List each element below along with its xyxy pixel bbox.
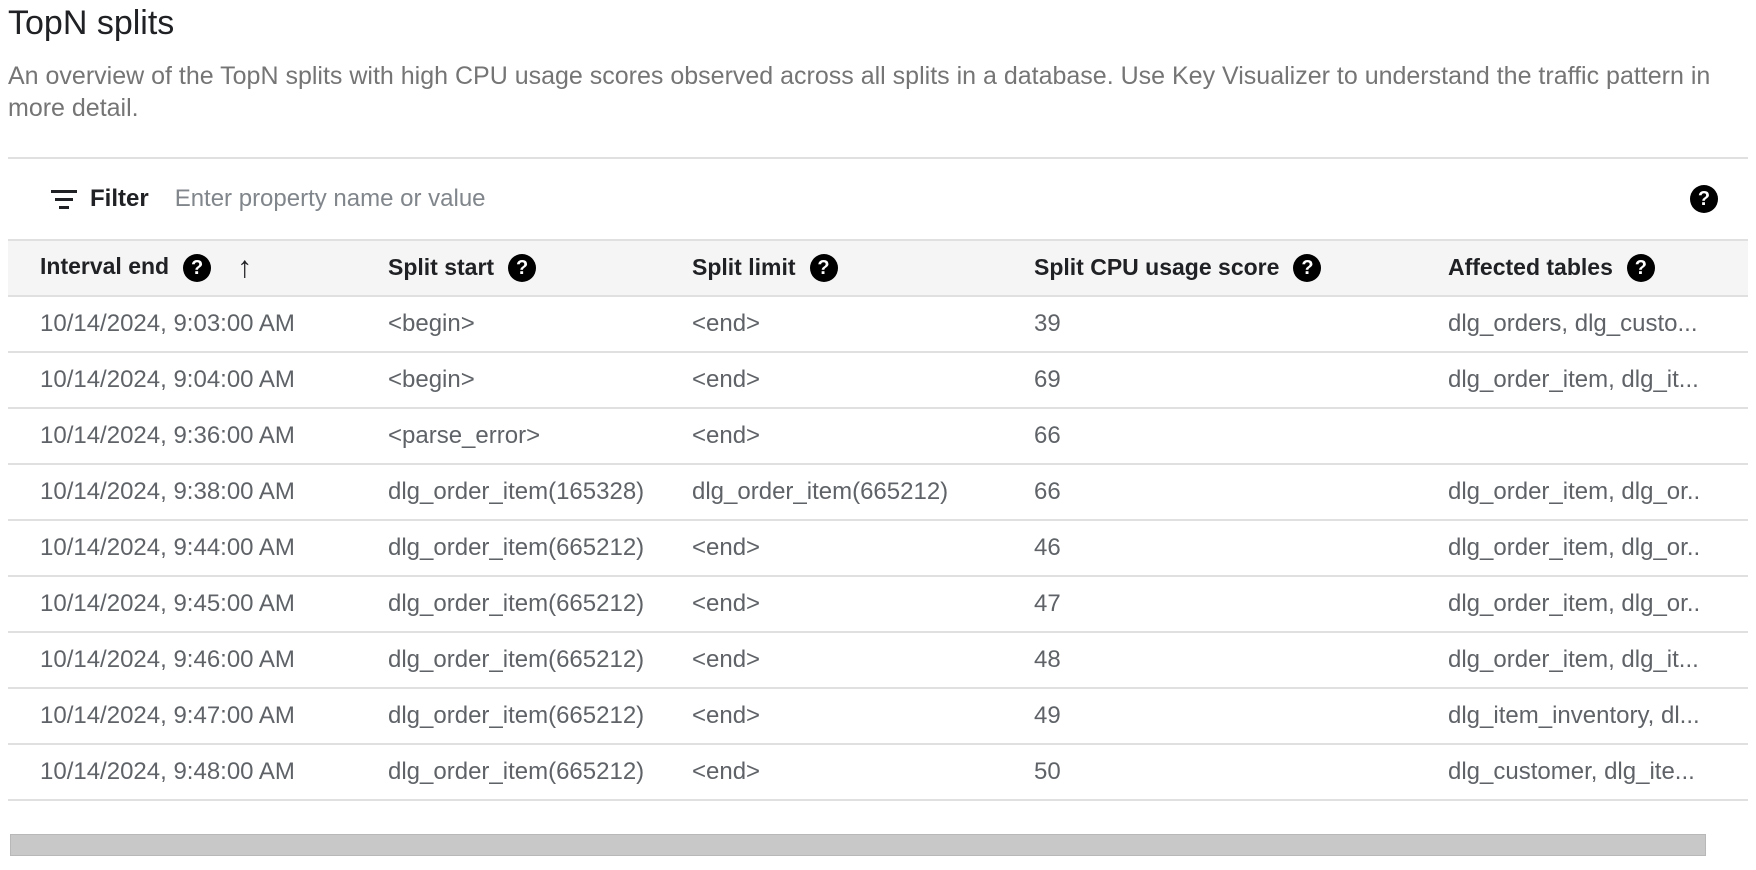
cell-split-start: dlg_order_item(165328) — [388, 478, 645, 505]
cell-split-start: <parse_error> — [388, 422, 541, 449]
cell-affected-tables: dlg_order_item, dlg_it... — [1448, 646, 1699, 673]
cell-cpu-score: 47 — [1034, 590, 1061, 617]
cell-split-start: dlg_order_item(665212) — [388, 758, 645, 785]
page-title: TopN splits — [8, 4, 175, 42]
filter-bar: Filter ? — [8, 159, 1748, 239]
cell-interval-end: 10/14/2024, 9:44:00 AM — [40, 534, 295, 561]
horizontal-scrollbar[interactable] — [10, 834, 1706, 856]
cell-affected-tables: dlg_order_item, dlg_or.. — [1448, 534, 1701, 561]
topn-splits-table: Interval end? ↑ Split start? Split limit?… — [8, 239, 1748, 801]
cell-split-start: dlg_order_item(665212) — [388, 646, 645, 673]
cell-interval-end: 10/14/2024, 9:03:00 AM — [40, 310, 295, 337]
column-header-affected-tables[interactable]: Affected tables? — [1448, 240, 1748, 296]
cell-cpu-score: 69 — [1034, 366, 1061, 393]
table-row[interactable]: 10/14/2024, 9:38:00 AM dlg_order_item(165… — [8, 464, 1748, 520]
cell-split-limit: dlg_order_item(665212) — [692, 478, 949, 505]
filter-input[interactable] — [172, 184, 1077, 214]
cell-cpu-score: 46 — [1034, 534, 1061, 561]
help-icon[interactable]: ? — [809, 254, 838, 283]
arrow-up-sort-icon[interactable]: ↑ — [237, 251, 253, 284]
table-row[interactable]: 10/14/2024, 9:46:00 AM dlg_order_item(665… — [8, 632, 1748, 688]
table-header-row: Interval end? ↑ Split start? Split limit?… — [8, 240, 1748, 296]
column-header-cpu-score[interactable]: Split CPU usage score? — [1034, 240, 1448, 296]
table-row[interactable]: 10/14/2024, 9:48:00 AM dlg_order_item(665… — [8, 744, 1748, 800]
cell-affected-tables: dlg_order_item, dlg_or.. — [1448, 590, 1701, 617]
cell-affected-tables: dlg_order_item, dlg_it... — [1448, 366, 1699, 393]
cell-split-limit: <end> — [692, 310, 761, 337]
cell-cpu-score: 66 — [1034, 422, 1061, 449]
cell-cpu-score: 49 — [1034, 702, 1061, 729]
cell-interval-end: 10/14/2024, 9:04:00 AM — [40, 366, 295, 393]
column-header-split-limit[interactable]: Split limit? — [692, 240, 1034, 296]
column-label: Affected tables — [1448, 253, 1613, 280]
help-icon[interactable]: ? — [1626, 254, 1655, 283]
column-label: Split limit — [692, 253, 796, 280]
cell-split-start: dlg_order_item(665212) — [388, 702, 645, 729]
cell-cpu-score: 39 — [1034, 310, 1061, 337]
cell-interval-end: 10/14/2024, 9:48:00 AM — [40, 758, 295, 785]
cell-affected-tables: dlg_customer, dlg_ite... — [1448, 758, 1695, 785]
cell-cpu-score: 66 — [1034, 478, 1061, 505]
cell-split-start: <begin> — [388, 310, 475, 337]
cell-interval-end: 10/14/2024, 9:45:00 AM — [40, 590, 295, 617]
cell-split-limit: <end> — [692, 534, 761, 561]
cell-cpu-score: 50 — [1034, 758, 1061, 785]
cell-interval-end: 10/14/2024, 9:47:00 AM — [40, 702, 295, 729]
cell-interval-end: 10/14/2024, 9:38:00 AM — [40, 478, 295, 505]
help-icon[interactable]: ? — [508, 254, 537, 283]
cell-split-limit: <end> — [692, 702, 761, 729]
table-row[interactable]: 10/14/2024, 9:44:00 AM dlg_order_item(665… — [8, 520, 1748, 576]
column-header-interval-end[interactable]: Interval end? ↑ — [8, 240, 388, 296]
column-header-split-start[interactable]: Split start? — [388, 240, 692, 296]
help-icon[interactable]: ? — [1293, 254, 1322, 283]
cell-split-limit: <end> — [692, 590, 761, 617]
column-label: Split CPU usage score — [1034, 253, 1280, 280]
cell-interval-end: 10/14/2024, 9:46:00 AM — [40, 646, 295, 673]
cell-cpu-score: 48 — [1034, 646, 1061, 673]
help-icon[interactable]: ? — [183, 254, 212, 282]
cell-affected-tables: dlg_orders, dlg_custo... — [1448, 310, 1698, 337]
table-row[interactable]: 10/14/2024, 9:47:00 AM dlg_order_item(665… — [8, 688, 1748, 744]
cell-split-start: dlg_order_item(665212) — [388, 590, 645, 617]
cell-split-limit: <end> — [692, 646, 761, 673]
cell-interval-end: 10/14/2024, 9:36:00 AM — [40, 422, 295, 449]
page-description: An overview of the TopN splits with high… — [8, 62, 1711, 122]
cell-split-start: dlg_order_item(665212) — [388, 534, 645, 561]
filter-list-icon[interactable] — [50, 188, 78, 210]
table-row[interactable]: 10/14/2024, 9:04:00 AM <begin> <end> 69 dlg_… — [8, 352, 1748, 408]
cell-split-limit: <end> — [692, 422, 761, 449]
cell-split-limit: <end> — [692, 366, 761, 393]
cell-affected-tables: dlg_order_item, dlg_or.. — [1448, 478, 1701, 505]
cell-affected-tables: dlg_item_inventory, dl... — [1448, 702, 1700, 729]
cell-affected-tables — [1448, 408, 1748, 464]
cell-split-start: <begin> — [388, 366, 475, 393]
column-label: Interval end — [40, 253, 170, 280]
filter-label[interactable]: Filter — [90, 185, 149, 212]
cell-split-limit: <end> — [692, 758, 761, 785]
topn-splits-panel: Filter ? Interval end? ↑ Split start? Spl… — [8, 157, 1748, 801]
column-label: Split start — [388, 253, 495, 280]
table-row[interactable]: 10/14/2024, 9:45:00 AM dlg_order_item(665… — [8, 576, 1748, 632]
table-row[interactable]: 10/14/2024, 9:36:00 AM <parse_error> <end>… — [8, 408, 1748, 464]
help-icon[interactable]: ? — [1690, 185, 1718, 213]
table-row[interactable]: 10/14/2024, 9:03:00 AM <begin> <end> 39 dlg_… — [8, 296, 1748, 352]
